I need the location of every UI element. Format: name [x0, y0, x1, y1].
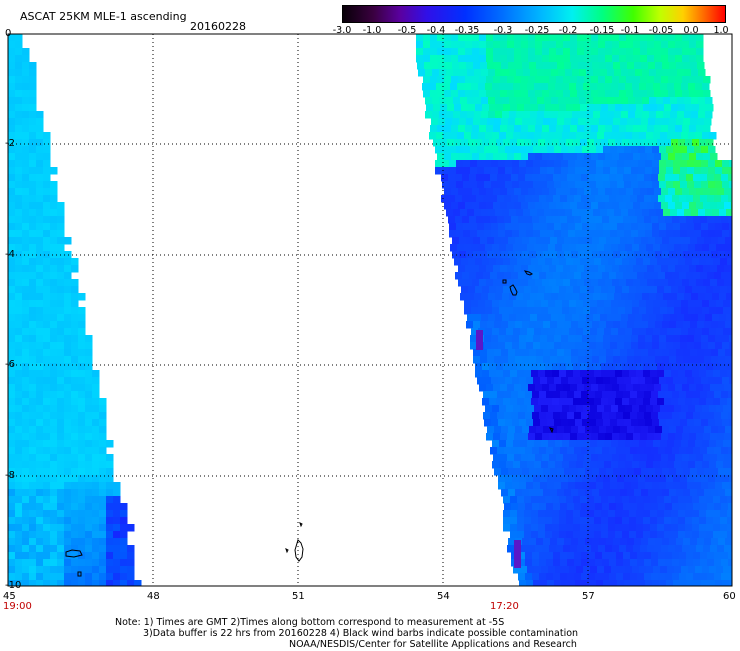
colorbar-tick-label: 0.0	[683, 25, 699, 36]
x-tick-label: 57	[582, 591, 595, 602]
island-moheli	[285, 548, 289, 554]
x-tick-label: 54	[437, 591, 450, 602]
colorbar-tick-label: -0.1	[620, 25, 640, 36]
grid-lines	[8, 34, 732, 586]
map-date: 20160228	[190, 20, 246, 33]
time-label-right: 17:20	[490, 601, 519, 612]
x-tick-label: 60	[723, 591, 736, 602]
y-tick-label: -2	[5, 138, 15, 149]
colorbar-tick-label: 1.0	[713, 25, 729, 36]
colorbar-tick-label: -3.0	[332, 25, 352, 36]
x-tick-label: 45	[3, 591, 16, 602]
plot-frame	[7, 33, 733, 587]
wind-swath-layer	[8, 34, 732, 586]
footer-note-line2: 3)Data buffer is 22 hrs from 20160228 4)…	[143, 628, 579, 639]
colorbar-tick-label: -0.5	[397, 25, 417, 36]
colorbar-tick-label: -0.25	[524, 25, 550, 36]
footer-credit: NOAA/NESDIS/Center for Satellite Applica…	[289, 639, 577, 650]
island-mahe	[509, 284, 518, 296]
y-tick-label: 0	[5, 28, 12, 39]
island-platte	[549, 427, 554, 434]
y-tick-label: -4	[5, 249, 15, 260]
island-bird	[523, 270, 533, 276]
island-assumption	[77, 571, 82, 577]
island-comoro-n	[299, 522, 303, 528]
colorbar-tick-label: -0.35	[454, 25, 480, 36]
colorbar-tick-label: -0.2	[558, 25, 578, 36]
island-grande-comore	[294, 539, 304, 562]
map-title: ASCAT 25KM MLE-1 ascending	[20, 10, 187, 23]
time-label-left: 19:00	[3, 601, 32, 612]
high-value-streak	[476, 330, 483, 350]
colorbar-tick-label: -0.3	[493, 25, 513, 36]
x-tick-label: 51	[292, 591, 305, 602]
y-tick-label: -10	[5, 580, 22, 591]
y-tick-label: -6	[5, 359, 15, 370]
islands	[65, 270, 554, 577]
colorbar	[342, 5, 726, 23]
x-tick-label: 48	[147, 591, 160, 602]
island-aldabra	[65, 549, 83, 558]
high-value-streak	[514, 540, 521, 568]
colorbar-tick-label: -0.4	[426, 25, 446, 36]
y-tick-label: -8	[5, 470, 15, 481]
colorbar-tick-label: -0.15	[589, 25, 615, 36]
colorbar-tick-label: -0.05	[648, 25, 674, 36]
colorbar-tick-label: -1.0	[362, 25, 382, 36]
footer-note-line1: Note: 1) Times are GMT 2)Times along bot…	[115, 617, 505, 628]
island-praslin	[502, 279, 507, 284]
